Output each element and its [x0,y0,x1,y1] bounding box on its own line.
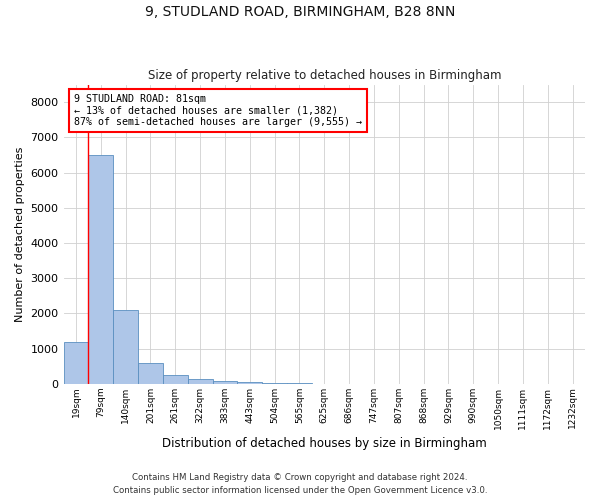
Text: 9 STUDLAND ROAD: 81sqm
← 13% of detached houses are smaller (1,382)
87% of semi-: 9 STUDLAND ROAD: 81sqm ← 13% of detached… [74,94,362,126]
Bar [212,381,238,384]
Bar [88,155,113,384]
X-axis label: Distribution of detached houses by size in Birmingham: Distribution of detached houses by size … [162,437,487,450]
Bar [138,362,163,384]
Bar [163,375,188,384]
Text: 9, STUDLAND ROAD, BIRMINGHAM, B28 8NN: 9, STUDLAND ROAD, BIRMINGHAM, B28 8NN [145,5,455,19]
Text: Contains HM Land Registry data © Crown copyright and database right 2024.
Contai: Contains HM Land Registry data © Crown c… [113,474,487,495]
Bar [64,342,88,384]
Title: Size of property relative to detached houses in Birmingham: Size of property relative to detached ho… [148,69,501,82]
Bar [188,379,212,384]
Y-axis label: Number of detached properties: Number of detached properties [15,146,25,322]
Bar [238,382,262,384]
Bar [113,310,138,384]
